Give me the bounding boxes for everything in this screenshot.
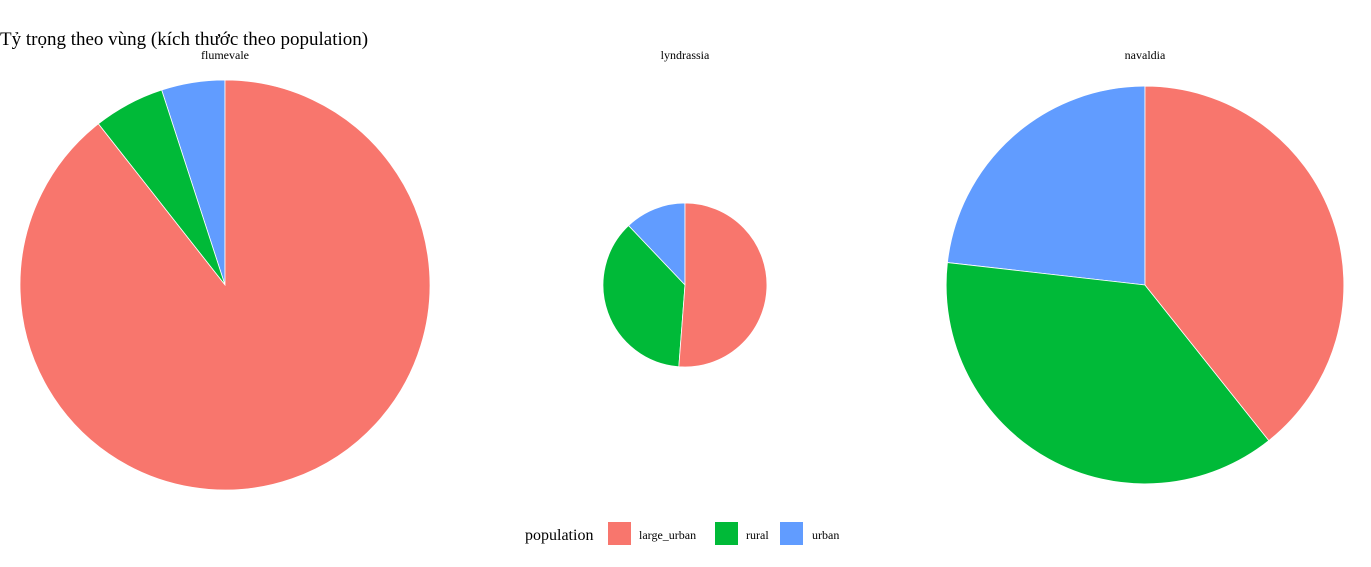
pie-slice-flumevale-large-urban [19, 79, 431, 491]
legend-key-rural [715, 522, 738, 545]
facet-label-flumevale: flumevale [201, 48, 249, 62]
legend-label-large-urban: large_urban [639, 528, 696, 542]
panel-flumevale: flumevale [19, 48, 431, 491]
panel-lyndrassia: lyndrassia [602, 48, 768, 368]
pie-slice-navaldia-urban [946, 85, 1146, 286]
legend-key-large-urban [608, 522, 631, 545]
legend-key-urban [780, 522, 803, 545]
pie-slice-lyndrassia-urban [627, 202, 686, 287]
pie-slice-navaldia-large-urban [1144, 85, 1345, 442]
pie-slice-navaldia-rural [945, 262, 1270, 485]
facet-label-navaldia: navaldia [1125, 48, 1166, 62]
pie-slice-lyndrassia-rural [602, 225, 686, 368]
facet-label-lyndrassia: lyndrassia [661, 48, 710, 62]
panel-navaldia: navaldia [945, 48, 1345, 485]
pie-slice-lyndrassia-large-urban [678, 202, 768, 368]
chart-title: Tỷ trọng theo vùng (kích thước theo popu… [0, 29, 368, 50]
legend: population large_urban rural urban [525, 522, 839, 545]
legend-title: population [525, 527, 593, 544]
legend-label-rural: rural [746, 528, 769, 542]
legend-label-urban: urban [812, 528, 839, 542]
